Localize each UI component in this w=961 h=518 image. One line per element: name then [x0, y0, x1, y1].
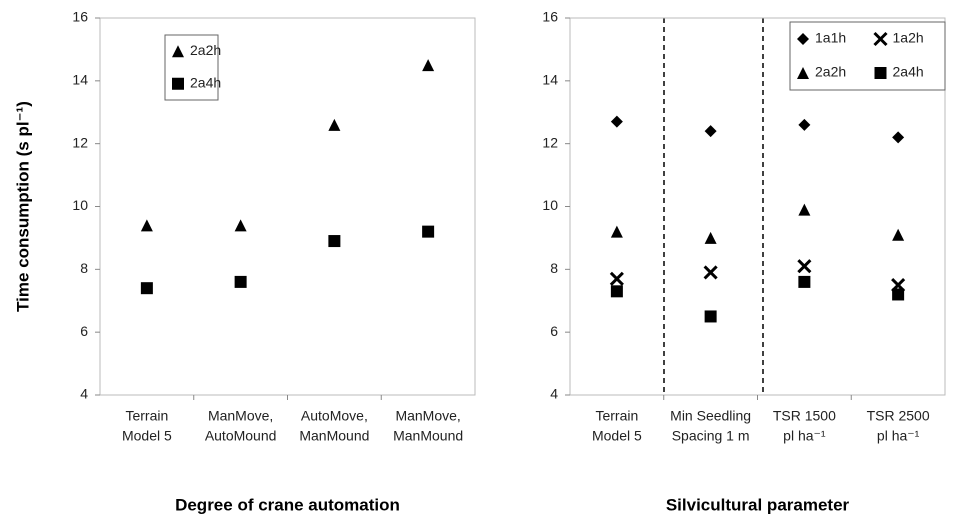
marker	[798, 203, 811, 216]
marker	[703, 265, 718, 280]
y-tick-label: 4	[550, 386, 558, 402]
marker	[140, 219, 153, 232]
marker	[704, 310, 717, 323]
y-tick-label: 6	[550, 323, 558, 339]
x-tick-label: Model 5	[592, 428, 642, 444]
y-tick-label: 4	[80, 386, 88, 402]
marker	[234, 219, 247, 232]
y-tick-label: 14	[542, 72, 558, 88]
y-tick-label: 8	[80, 260, 88, 276]
legend-label: 2a4h	[190, 74, 221, 90]
marker	[610, 115, 623, 128]
legend-label: 1a1h	[815, 30, 846, 46]
y-tick-label: 12	[72, 134, 88, 150]
legend-label: 2a2h	[190, 42, 221, 58]
legend-box	[164, 34, 219, 101]
marker	[798, 275, 811, 288]
x-tick-label: Min Seedling	[670, 408, 751, 424]
x-tick-label: Spacing 1 m	[672, 428, 750, 444]
marker	[704, 125, 717, 138]
marker	[422, 225, 435, 238]
marker	[892, 131, 905, 144]
marker	[422, 59, 435, 72]
legend-box	[789, 21, 946, 91]
marker	[140, 282, 153, 295]
x-tick-label: TSR 1500	[773, 408, 836, 424]
marker	[328, 235, 341, 248]
marker	[234, 275, 247, 288]
x-tick-label: ManMound	[299, 428, 369, 444]
legend-marker	[172, 77, 184, 90]
x-tick-label: pl ha⁻¹	[783, 428, 826, 444]
marker	[797, 259, 812, 274]
marker	[609, 271, 624, 286]
legend-marker	[797, 67, 809, 79]
marker	[798, 118, 811, 131]
marker	[328, 118, 341, 131]
y-tick-label: 6	[80, 323, 88, 339]
y-tick-label: 16	[542, 9, 558, 25]
legend-label: 2a4h	[893, 64, 924, 80]
x-tick-label: Terrain	[125, 408, 168, 424]
legend-marker	[874, 67, 887, 79]
y-tick-label: 14	[72, 72, 88, 88]
ylabel: Time consumption (s pl⁻¹)	[13, 101, 32, 312]
marker	[892, 228, 905, 241]
legend-marker	[873, 31, 888, 47]
y-tick-label: 8	[550, 260, 558, 276]
x-tick-label: AutoMound	[205, 428, 277, 444]
y-tick-label: 10	[72, 197, 88, 213]
x-tick-label: Terrain	[595, 408, 638, 424]
xlabel: Degree of crane automation	[175, 495, 400, 514]
x-tick-label: TSR 2500	[867, 408, 930, 424]
plot-frame	[99, 17, 476, 396]
x-tick-label: AutoMove,	[301, 408, 368, 424]
x-tick-label: ManMove,	[208, 408, 273, 424]
legend-marker	[172, 45, 184, 58]
marker	[704, 231, 717, 244]
marker	[610, 285, 623, 298]
xlabel: Silvicultural parameter	[666, 495, 850, 514]
legend-label: 2a2h	[815, 64, 846, 80]
marker	[892, 288, 905, 301]
x-tick-label: pl ha⁻¹	[877, 428, 920, 444]
y-tick-label: 16	[72, 9, 88, 25]
legend-label: 1a2h	[893, 30, 924, 46]
marker	[610, 225, 623, 238]
y-tick-label: 12	[542, 134, 558, 150]
legend-marker	[797, 33, 809, 45]
x-tick-label: Model 5	[122, 428, 172, 444]
x-tick-label: ManMove,	[395, 408, 460, 424]
y-tick-label: 10	[542, 197, 558, 213]
x-tick-label: ManMound	[393, 428, 463, 444]
